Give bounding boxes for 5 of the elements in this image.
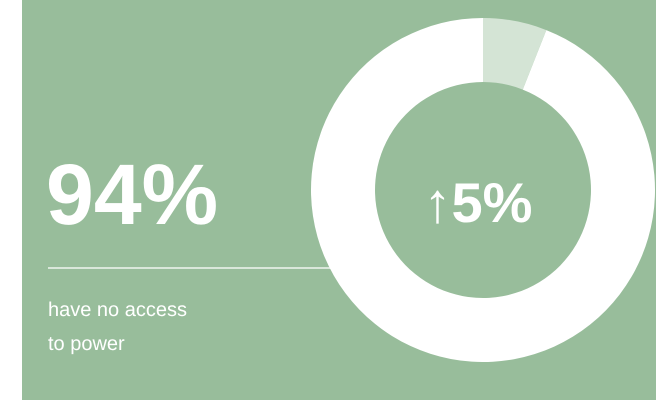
donut-slice	[311, 18, 655, 362]
text: ↑5%	[424, 171, 532, 234]
data-label: 94%	[46, 147, 218, 243]
slice-label: have no access to power	[48, 299, 187, 355]
donut-slice	[483, 18, 546, 90]
